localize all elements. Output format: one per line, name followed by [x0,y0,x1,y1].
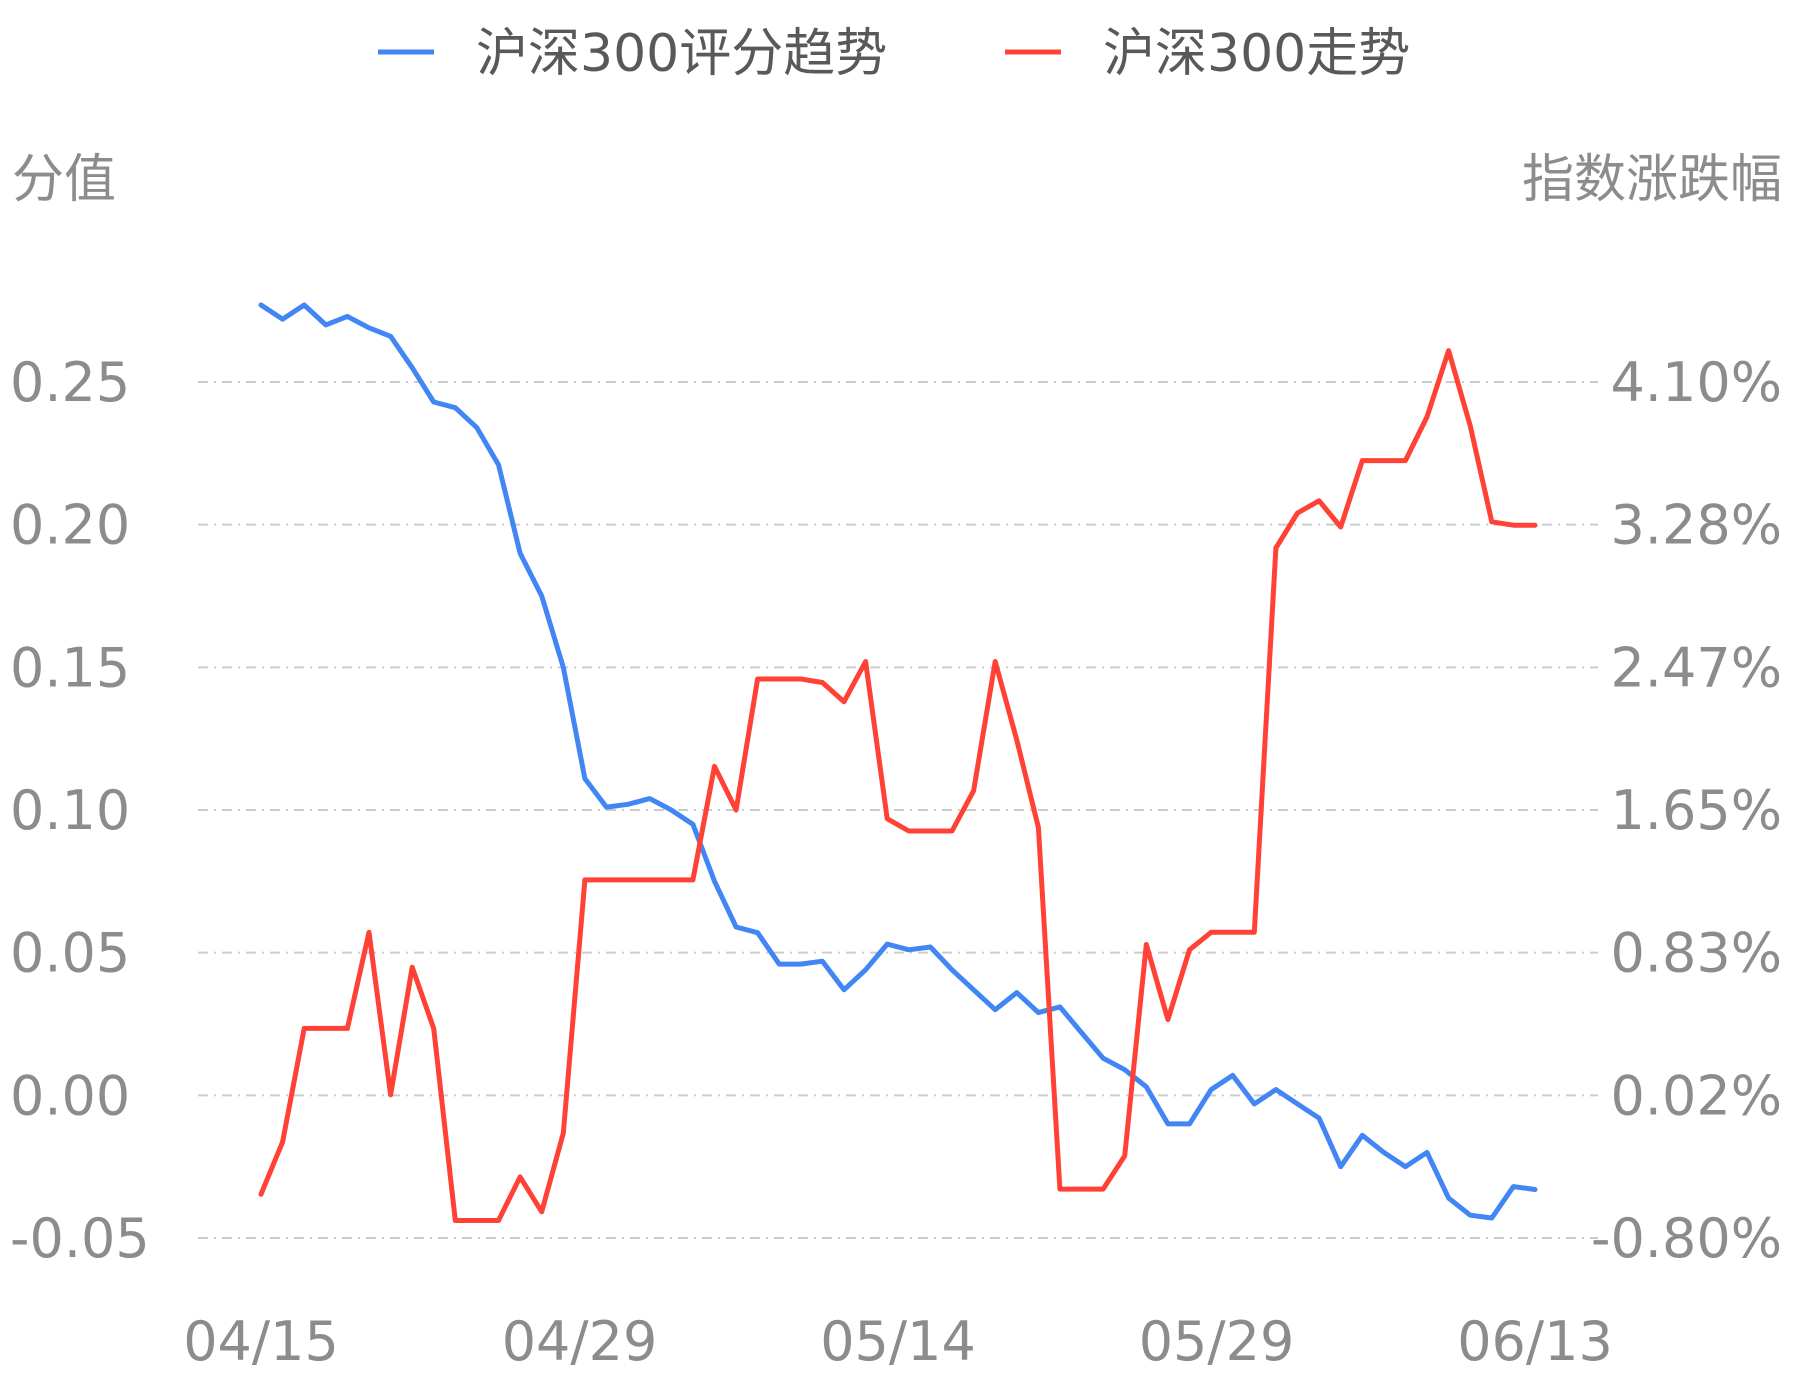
left-tick-label: 0.05 [10,922,130,985]
series-line-score-trend [258,302,1538,1221]
legend-item-index-trend[interactable]: 沪深300走势 [1005,24,1410,84]
x-axis-ticks: 04/15 04/29 05/14 05/29 06/13 [183,1310,1613,1373]
right-tick-label: 4.10% [1610,351,1782,414]
legend: 沪深300评分趋势 沪深300走势 [378,24,1410,84]
x-tick-label: 06/13 [1457,1310,1613,1373]
legend-label-score-trend: 沪深300评分趋势 [476,24,887,84]
right-tick-label: 0.02% [1610,1064,1782,1127]
left-tick-label: 0.25 [10,351,130,414]
plot-lines [258,302,1538,1223]
right-axis-ticks: -0.80% 0.02% 0.83% 1.65% 2.47% 3.28% 4.10% [1591,351,1782,1270]
right-tick-label: 1.65% [1610,779,1782,842]
left-axis-ticks: -0.05 0.00 0.05 0.10 0.15 0.20 0.25 [10,351,150,1270]
left-axis-title: 分值 [12,150,116,210]
left-tick-label: 0.15 [10,636,130,699]
legend-item-score-trend[interactable]: 沪深300评分趋势 [378,24,887,84]
right-tick-label: 2.47% [1610,636,1782,699]
grid-lines [198,381,1598,1239]
right-tick-label: 3.28% [1610,494,1782,557]
legend-label-index-trend: 沪深300走势 [1103,24,1410,84]
right-tick-label: -0.80% [1591,1207,1782,1270]
series-line-index-trend [258,348,1538,1223]
right-tick-label: 0.83% [1610,922,1782,985]
x-tick-label: 04/15 [183,1310,339,1373]
left-tick-label: 0.20 [10,494,130,557]
left-tick-label: 0.10 [10,779,130,842]
left-tick-label: -0.05 [10,1207,150,1270]
x-tick-label: 04/29 [502,1310,658,1373]
right-axis-title: 指数涨跌幅 [1522,150,1782,210]
x-tick-label: 05/29 [1139,1310,1295,1373]
left-tick-label: 0.00 [10,1064,130,1127]
x-tick-label: 05/14 [820,1310,976,1373]
